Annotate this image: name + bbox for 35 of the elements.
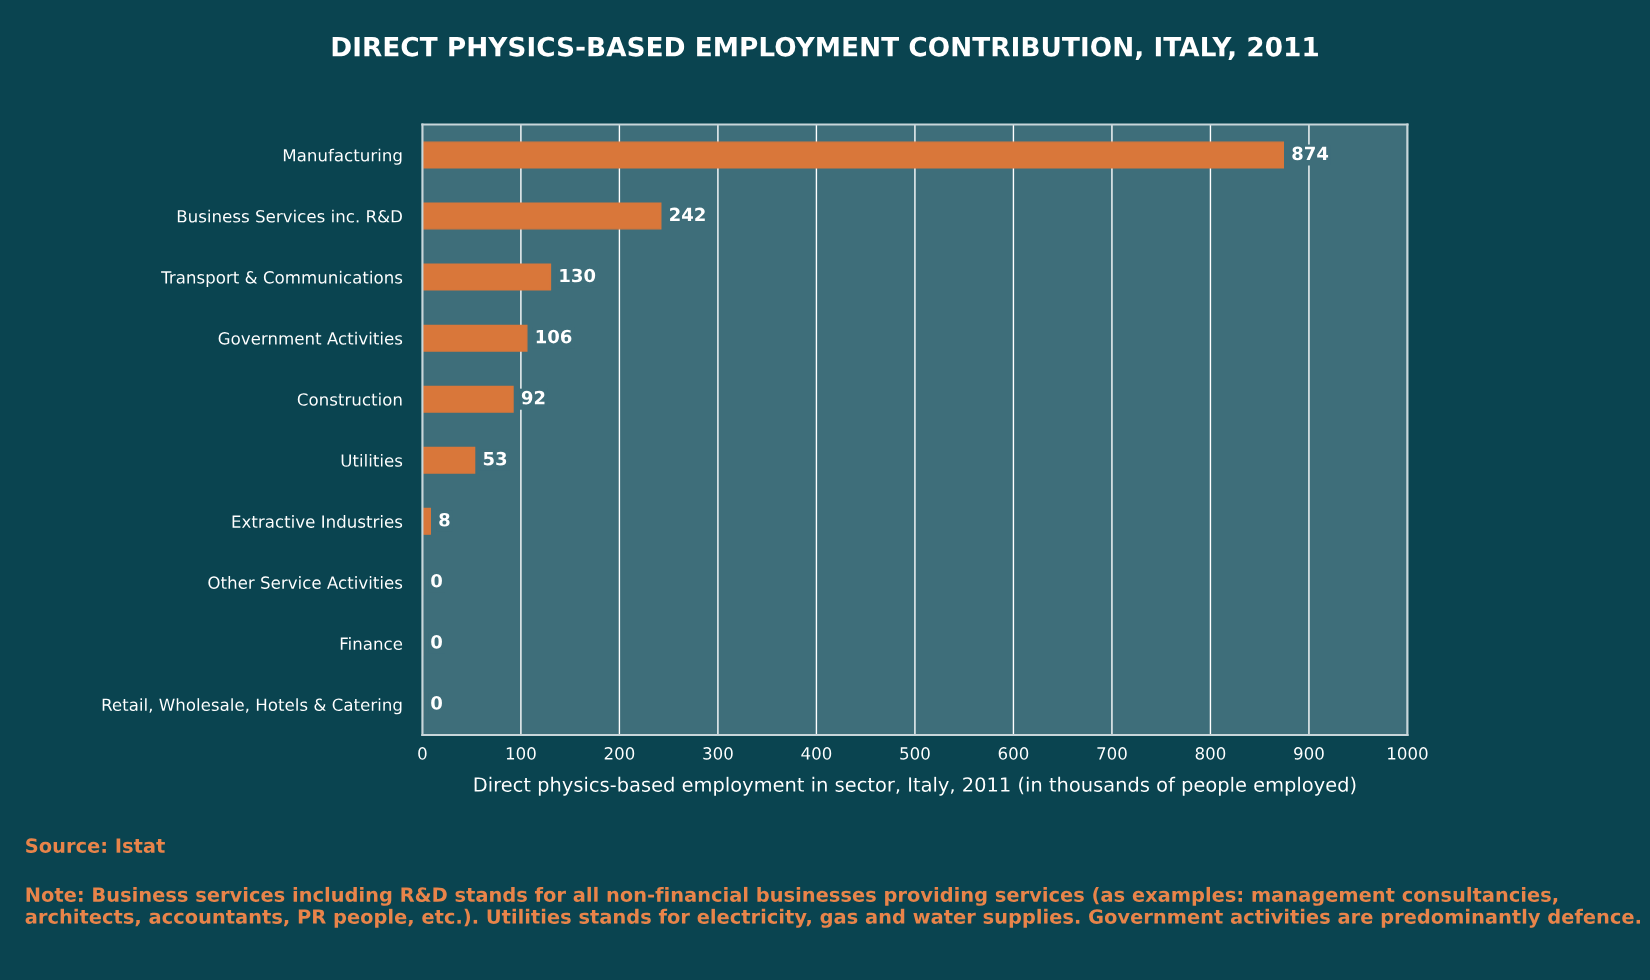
data-label: 0 [431, 696, 442, 710]
x-axis-title: Direct physics-based employment in sector, Italy, 2011 (in thousands of people employed) [474, 776, 1356, 796]
y-tick-label: Government Activities [218, 331, 403, 345]
data-label: 874 [1292, 146, 1329, 161]
x-tick-label: 700 [1097, 747, 1127, 760]
data-label: 130 [560, 268, 596, 283]
y-tick-label: Utilities [341, 453, 403, 467]
data-label: 53 [483, 451, 507, 466]
y-tick-label: Transport & Communications [161, 270, 403, 287]
data-label: 8 [439, 512, 450, 527]
x-tick-label: 400 [801, 747, 832, 760]
y-tick-label: Finance [340, 637, 403, 650]
x-tick-label: 600 [998, 747, 1029, 760]
x-tick-label: 900 [1294, 747, 1324, 760]
x-tick-label: 0 [418, 747, 427, 760]
x-tick-label: 500 [900, 747, 930, 760]
data-label: 0 [431, 573, 442, 588]
data-label: 92 [521, 390, 545, 405]
chart-title: DIRECT PHYSICS-BASED EMPLOYMENT CONTRIBUTION, ITALY, 2011 [332, 36, 1318, 61]
data-label: 106 [536, 329, 572, 344]
y-tick-label: Business Services inc. R&D [177, 209, 402, 223]
data-label: 242 [670, 207, 705, 222]
x-tick-label: 200 [604, 747, 635, 760]
text: Note: Business services including R&D stands for all non-financial businesses providing services (as examples: management consultancies, architects, accountants, PR people, etc.). Utilities stands for electricity, gas and water supplies. Government activities are predominantly defence. [25, 886, 1640, 928]
source-note: Source: Istat [26, 838, 165, 853]
y-tick-label: Other Service Activities [208, 576, 403, 589]
y-tick-label: Retail, Wholesale, Hotels & Catering [102, 698, 402, 715]
y-tick-label: Extractive Industries [232, 514, 403, 528]
data-label: 0 [431, 635, 442, 649]
x-tick-label: 1000 [1388, 747, 1428, 760]
x-tick-label: 100 [506, 747, 536, 760]
y-tick-label: Construction [297, 392, 402, 406]
y-tick-label: Manufacturing [283, 148, 402, 165]
x-tick-label: 300 [703, 747, 733, 760]
x-tick-label: 800 [1195, 747, 1226, 760]
